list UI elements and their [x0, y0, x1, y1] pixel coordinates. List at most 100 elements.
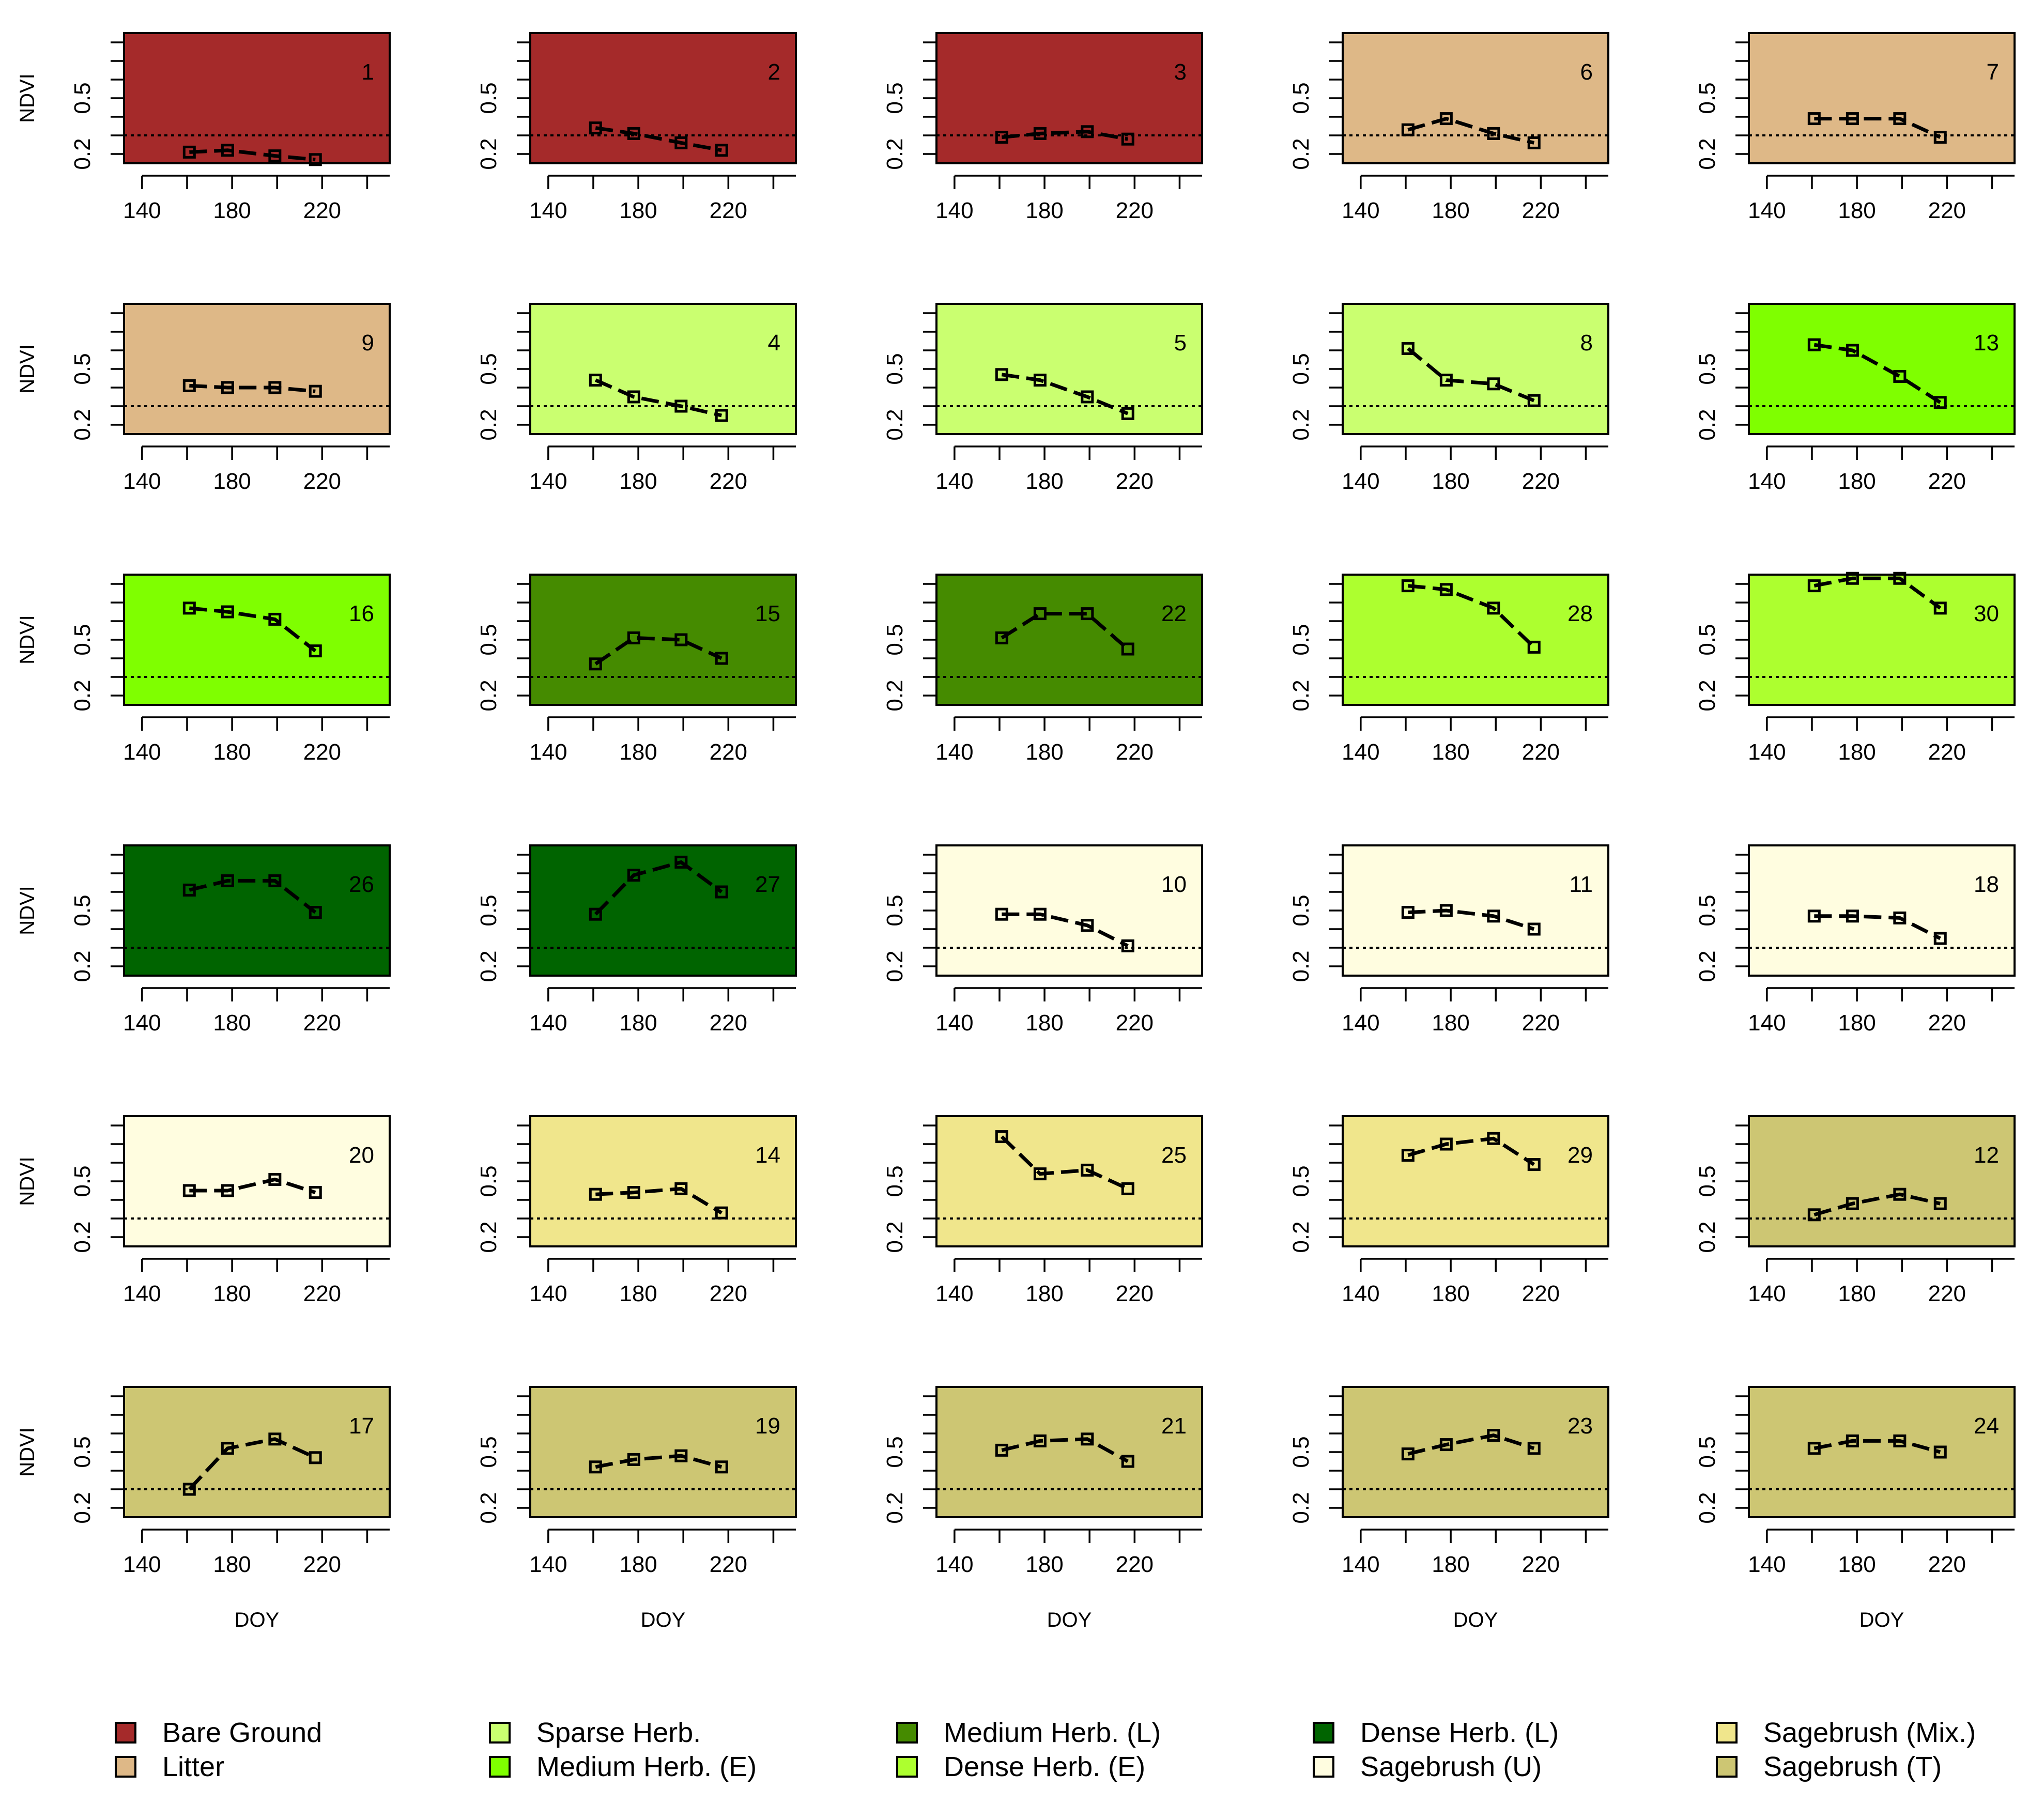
data-point: [1439, 374, 1453, 387]
legend-swatch: [489, 1756, 511, 1778]
x-tick-label: 180: [1838, 1552, 1876, 1577]
legend-swatch: [896, 1722, 918, 1744]
y-tick-label: 0.2: [1288, 1221, 1314, 1253]
panel-26: 0.2 0.5 140 180 220 NDVI 26: [16, 844, 391, 1036]
y-tick-label: 0.2: [70, 409, 95, 440]
y-tick-label: 0.5: [476, 353, 501, 384]
data-point: [995, 907, 1008, 921]
data-point: [1807, 909, 1821, 923]
x-tick-label: 180: [1025, 469, 1063, 494]
panel-id-label: 29: [1567, 1143, 1593, 1168]
x-tick-label: 220: [710, 1552, 747, 1577]
data-point: [715, 1206, 728, 1220]
panel-22: 0.2 0.5 140 180 220 22: [882, 574, 1203, 765]
data-point: [674, 1182, 688, 1195]
y-tick-label: 0.5: [1695, 353, 1720, 384]
data-point: [1401, 123, 1415, 136]
panel-id-label: 26: [349, 872, 374, 897]
data-point: [1121, 407, 1134, 420]
y-tick-label: 0.2: [882, 1492, 908, 1523]
data-point: [1487, 601, 1500, 615]
panel-id-label: 4: [768, 330, 780, 356]
data-point: [1527, 1158, 1541, 1171]
data-point: [995, 368, 1008, 381]
y-tick-label: 0.2: [1695, 950, 1720, 982]
x-tick-label: 180: [1432, 1281, 1469, 1306]
x-tick-label: 140: [1342, 1281, 1379, 1306]
y-tick-label: 0.5: [70, 82, 95, 114]
y-tick-label: 0.5: [476, 1165, 501, 1197]
data-point: [1846, 572, 1859, 585]
data-point: [1933, 396, 1947, 409]
data-point: [182, 601, 196, 615]
ndvi-series-line: [189, 606, 317, 653]
data-point: [627, 127, 640, 140]
y-tick-label: 0.2: [882, 138, 908, 169]
panel-background: [935, 574, 1203, 706]
panel-id-label: 2: [768, 59, 780, 85]
panel-background: [1748, 1115, 2016, 1247]
panel-background: [935, 1115, 1203, 1247]
ndvi-series-line: [1814, 343, 1942, 404]
x-tick-label: 140: [529, 469, 567, 494]
x-tick-label: 220: [303, 1281, 341, 1306]
data-point: [715, 144, 728, 157]
x-tick-label: 140: [935, 1552, 973, 1577]
y-tick-label: 0.2: [476, 950, 501, 982]
y-tick-label: 0.2: [70, 138, 95, 169]
y-tick-label: 0.2: [1695, 680, 1720, 711]
data-point: [1121, 939, 1134, 952]
y-tick-label: 0.2: [1288, 1492, 1314, 1523]
x-tick-label: 140: [935, 739, 973, 765]
y-tick-label: 0.2: [70, 1492, 95, 1523]
panel-id-label: 18: [1974, 872, 1999, 897]
panel-8: 0.2 0.5 140 180 220 8: [1288, 303, 1609, 494]
panel-background: [529, 844, 797, 977]
panel-background: [529, 303, 797, 435]
data-point: [1893, 911, 1907, 924]
x-axis-title: DOY: [1453, 1609, 1498, 1631]
ndvi-series-line: [1814, 1439, 1941, 1454]
ndvi-series-line: [1407, 116, 1535, 145]
y-tick-label: 0.2: [882, 950, 908, 982]
data-point: [1439, 112, 1453, 126]
ndvi-series-line: [1002, 912, 1129, 948]
data-point: [1933, 131, 1947, 144]
legend: Bare Ground Litter Sparse Herb. Medium Herb…: [0, 1716, 2044, 1819]
x-tick-label: 220: [1116, 1010, 1154, 1036]
x-tick-label: 180: [619, 1010, 657, 1036]
data-point: [627, 631, 640, 644]
data-point: [1033, 1434, 1047, 1447]
data-point: [1933, 932, 1947, 945]
panel-id-label: 27: [755, 872, 780, 897]
data-point: [221, 874, 234, 887]
x-tick-label: 220: [710, 1010, 747, 1036]
y-tick-label: 0.5: [70, 894, 95, 926]
x-tick-label: 180: [1838, 1281, 1876, 1306]
panel-25: 0.2 0.5 140 180 220 25: [882, 1115, 1203, 1306]
panel-id-label: 16: [349, 601, 374, 626]
y-tick-label: 0.5: [1695, 1165, 1720, 1197]
x-tick-label: 180: [1432, 469, 1469, 494]
data-point: [1933, 1445, 1947, 1459]
x-tick-label: 140: [529, 198, 567, 223]
x-tick-label: 140: [935, 469, 973, 494]
y-tick-label: 0.5: [882, 82, 908, 114]
data-point: [1487, 909, 1500, 923]
ndvi-series-line: [1001, 130, 1128, 141]
ndvi-series-line: [188, 1437, 316, 1491]
panel-background: [123, 303, 391, 435]
x-tick-label: 140: [123, 1552, 161, 1577]
data-point: [268, 612, 282, 626]
ndvi-series-line: [595, 126, 722, 152]
x-tick-label: 220: [303, 1010, 341, 1036]
panel-id-label: 7: [1987, 59, 1999, 85]
ndvi-series-line: [1407, 584, 1535, 649]
x-axis-title: DOY: [1859, 1609, 1904, 1631]
x-tick-label: 140: [1342, 1552, 1379, 1577]
y-tick-label: 0.2: [1695, 138, 1720, 169]
data-point: [309, 644, 322, 658]
panel-20: 0.2 0.5 140 180 220 NDVI 20: [16, 1115, 391, 1306]
legend-item: Sparse Herb.: [489, 1716, 701, 1750]
